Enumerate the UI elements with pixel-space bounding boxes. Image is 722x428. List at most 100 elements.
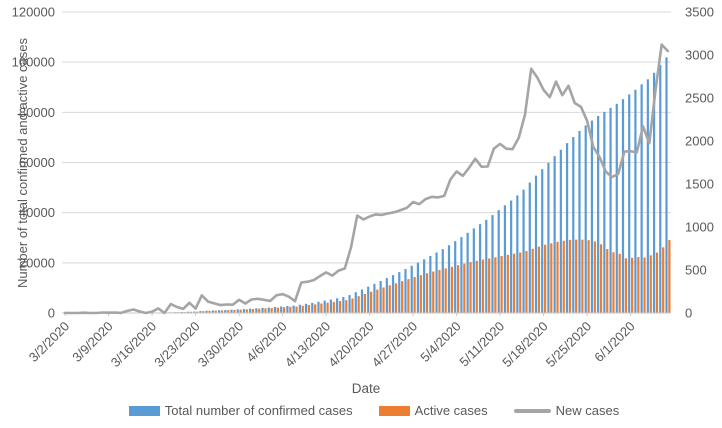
bar-total-confirmed bbox=[478, 224, 482, 313]
bar-total-confirmed bbox=[360, 289, 364, 313]
bar-active bbox=[220, 310, 224, 313]
bar-active bbox=[568, 239, 572, 313]
bar-active bbox=[550, 243, 553, 313]
bar-active bbox=[575, 239, 578, 313]
bar-total-confirmed bbox=[423, 259, 426, 313]
legend-item-active: Active cases bbox=[378, 403, 488, 418]
bar-active bbox=[624, 258, 627, 313]
x-tick-label: 4/27/2020 bbox=[369, 319, 421, 371]
bar-total-confirmed bbox=[665, 57, 668, 313]
bar-active bbox=[438, 269, 441, 313]
bar-total-confirmed bbox=[652, 72, 656, 314]
y-axis-left-labels: 0 20000 40000 60000 80000 100000 120000 bbox=[12, 5, 55, 321]
x-tick-label: 4/13/2020 bbox=[282, 319, 334, 371]
y-axis-right-labels: 0 500 1000 1500 2000 2500 3000 3500 bbox=[685, 5, 714, 321]
legend: Total number of confirmed cases Active c… bbox=[0, 403, 722, 418]
legend-swatch-total-confirmed-icon bbox=[128, 405, 160, 416]
bar-total-confirmed bbox=[640, 84, 643, 313]
bar-active bbox=[320, 303, 323, 313]
bar-total-confirmed bbox=[410, 265, 413, 313]
bar-total-confirmed bbox=[398, 272, 401, 313]
bar-total-confirmed bbox=[497, 210, 500, 313]
line-new-cases bbox=[63, 43, 670, 315]
bar-total-confirmed bbox=[460, 237, 463, 313]
y-tick-label-right: 3000 bbox=[685, 48, 714, 63]
bar-active bbox=[562, 240, 565, 313]
bar-active bbox=[655, 252, 659, 313]
bar-total-confirmed bbox=[615, 103, 618, 314]
bar-total-confirmed bbox=[522, 189, 525, 313]
bar-active bbox=[227, 310, 230, 313]
bar-total-confirmed bbox=[342, 296, 345, 313]
bar-total-confirmed bbox=[298, 304, 301, 313]
bar-active bbox=[425, 273, 429, 313]
bar-active bbox=[488, 258, 491, 313]
bar-active bbox=[382, 287, 385, 313]
bar-total-confirmed bbox=[211, 310, 214, 313]
y-tick-label-right: 500 bbox=[685, 263, 707, 278]
x-axis-labels: 3/2/20203/9/20203/16/20203/23/20203/30/2… bbox=[26, 319, 638, 371]
bar-total-confirmed bbox=[603, 111, 606, 313]
bar-total-confirmed bbox=[441, 249, 444, 313]
bar-total-confirmed bbox=[193, 311, 196, 313]
bar-active bbox=[270, 308, 273, 313]
bar-total-confirmed bbox=[255, 308, 258, 313]
y-tick-label-right: 0 bbox=[685, 306, 692, 321]
bar-active bbox=[432, 271, 435, 313]
bar-total-confirmed bbox=[435, 252, 438, 313]
bar-total-confirmed bbox=[572, 137, 575, 313]
bar-active bbox=[531, 248, 534, 313]
bar-active bbox=[519, 252, 522, 313]
bar-total-confirmed bbox=[429, 255, 432, 313]
bar-active bbox=[388, 285, 391, 313]
bar-active bbox=[407, 279, 410, 313]
bar-total-confirmed bbox=[447, 245, 451, 313]
bar-active bbox=[631, 257, 634, 313]
gridlines bbox=[62, 11, 671, 314]
bar-active bbox=[295, 306, 298, 313]
bar-total-confirmed bbox=[249, 308, 252, 313]
bar-active bbox=[289, 306, 292, 313]
bar-active bbox=[376, 289, 379, 313]
bar-total-confirmed bbox=[311, 302, 314, 313]
bar-active bbox=[618, 253, 621, 313]
bar-active bbox=[612, 252, 615, 313]
bar-active bbox=[444, 268, 447, 313]
bar-active bbox=[357, 296, 360, 313]
bar-total-confirmed bbox=[224, 309, 227, 313]
bar-total-confirmed bbox=[528, 182, 531, 313]
y-tick-label-right: 1000 bbox=[685, 220, 714, 235]
bar-active bbox=[370, 291, 373, 313]
bar-active bbox=[419, 275, 422, 313]
bar-total-confirmed bbox=[199, 311, 202, 313]
bar-total-confirmed bbox=[553, 156, 556, 313]
bar-total-confirmed bbox=[329, 299, 333, 313]
bar-active bbox=[643, 257, 646, 313]
bar-total-confirmed bbox=[590, 120, 594, 313]
x-axis bbox=[62, 312, 671, 316]
x-axis-title: Date bbox=[351, 381, 381, 396]
bar-total-confirmed bbox=[541, 169, 544, 313]
bar-active bbox=[469, 262, 472, 313]
bar-active bbox=[332, 301, 335, 313]
bar-total-confirmed bbox=[230, 309, 233, 313]
bar-active bbox=[668, 240, 671, 313]
bar-total-confirmed bbox=[516, 195, 519, 313]
bar-active bbox=[463, 263, 466, 313]
bar-total-confirmed bbox=[503, 205, 507, 313]
bar-active bbox=[351, 298, 354, 313]
legend-label-active: Active cases bbox=[414, 403, 488, 418]
bar-active bbox=[276, 307, 279, 313]
bar-total-confirmed bbox=[534, 175, 538, 313]
bar-total-confirmed bbox=[547, 162, 550, 313]
bar-total-confirmed bbox=[354, 292, 357, 313]
bar-total-confirmed bbox=[385, 278, 388, 313]
bar-active bbox=[239, 309, 242, 313]
bar-total-confirmed bbox=[323, 300, 326, 313]
y-tick-label-right: 3500 bbox=[685, 5, 714, 20]
x-tick-label: 5/11/2020 bbox=[456, 319, 507, 370]
bar-active bbox=[283, 307, 286, 313]
x-tick-label: 3/23/2020 bbox=[151, 319, 203, 371]
bar-active bbox=[314, 304, 317, 313]
